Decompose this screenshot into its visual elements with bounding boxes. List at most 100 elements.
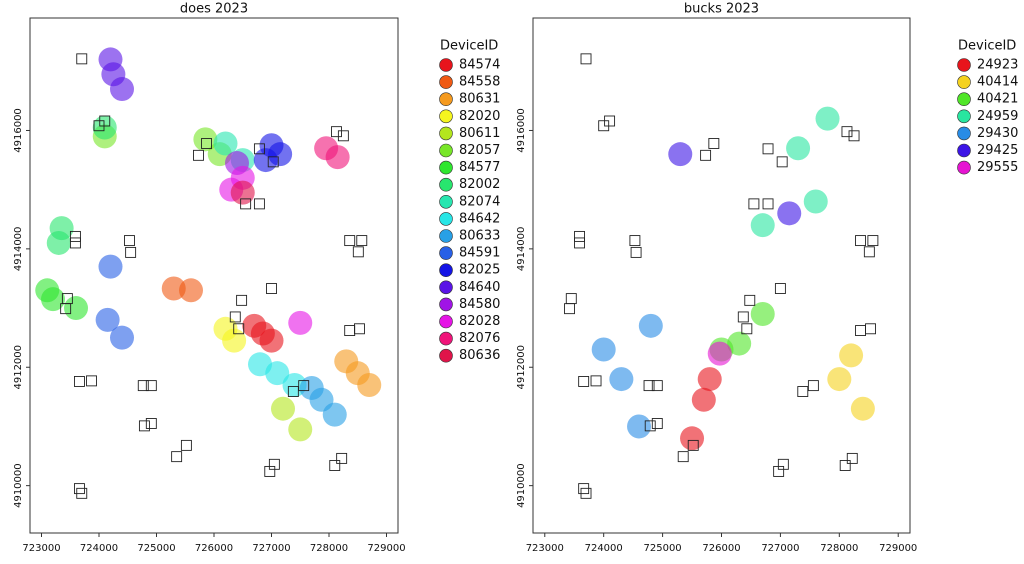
trap-marker xyxy=(777,458,789,470)
trap-marker xyxy=(863,246,875,258)
trap-marker xyxy=(737,311,749,323)
y-tick-label: 4912000 xyxy=(13,345,24,390)
x-tick-label: 729000 xyxy=(367,543,405,554)
legend-label: 80636 xyxy=(459,348,500,363)
trap-marker xyxy=(193,149,204,161)
location-point xyxy=(750,213,775,238)
legend-label: 84591 xyxy=(459,246,500,261)
legend-title: DeviceID xyxy=(440,39,498,54)
legend-label: 29430 xyxy=(977,126,1018,141)
legend-swatch xyxy=(439,195,453,209)
y-tick-label: 4914000 xyxy=(516,227,527,272)
chart-panel: bucks 2023 723000 724000 725000 726000 727000… xyxy=(516,2,1018,555)
location-point xyxy=(95,307,120,332)
legend-label: 82002 xyxy=(459,177,500,192)
location-point xyxy=(322,402,347,427)
legend-label: 84574 xyxy=(459,58,500,73)
trap-marker xyxy=(774,283,786,294)
legend-swatch xyxy=(439,92,453,106)
trap-marker xyxy=(590,375,602,387)
location-point xyxy=(230,180,255,205)
trap-marker xyxy=(99,115,111,127)
legend-label: 82076 xyxy=(459,331,500,346)
legend-label: 84642 xyxy=(459,211,500,226)
legend-label: 84558 xyxy=(459,75,500,90)
trap-marker xyxy=(337,130,349,142)
legend-label: 82025 xyxy=(459,263,500,278)
trap-marker xyxy=(797,386,809,397)
trap-marker xyxy=(677,451,689,463)
trap-marker xyxy=(69,230,81,242)
legend-swatch xyxy=(957,143,971,158)
location-point xyxy=(334,349,359,374)
location-point xyxy=(707,341,732,366)
trap-marker xyxy=(580,487,592,499)
trap-marker xyxy=(137,380,149,392)
trap-marker xyxy=(267,156,279,168)
trap-marker xyxy=(180,439,192,451)
x-tick-label: 727000 xyxy=(761,543,799,554)
location-point xyxy=(271,396,295,421)
location-point xyxy=(839,343,864,368)
trap-marker xyxy=(744,294,756,306)
location-point xyxy=(750,301,775,326)
x-tick-label: 726000 xyxy=(702,543,740,554)
trap-marker xyxy=(69,237,81,249)
trap-marker xyxy=(138,420,150,432)
x-tick-label: 724000 xyxy=(585,543,623,554)
trap-marker xyxy=(266,283,277,294)
legend-label: 24923 xyxy=(977,58,1018,73)
location-point xyxy=(259,328,284,353)
legend-swatch xyxy=(439,280,453,295)
trap-marker xyxy=(124,235,135,247)
plot-frame xyxy=(29,17,399,534)
location-point xyxy=(850,396,875,421)
trap-marker xyxy=(643,380,655,392)
trap-marker xyxy=(344,325,356,337)
trap-marker xyxy=(344,235,356,247)
legend-swatch xyxy=(439,297,453,312)
y-tick-label: 4912000 xyxy=(516,345,527,390)
x-tick-label: 723000 xyxy=(22,543,60,554)
trap-marker xyxy=(329,460,341,471)
x-tick-label: 729000 xyxy=(879,543,917,554)
trap-marker xyxy=(73,376,85,387)
location-point xyxy=(627,414,652,439)
location-point xyxy=(325,145,350,170)
location-point xyxy=(98,254,123,279)
y-tick-label: 4916000 xyxy=(516,108,527,153)
location-point xyxy=(92,115,117,140)
trap-marker xyxy=(687,439,699,451)
legend-swatch xyxy=(957,75,971,89)
trap-marker xyxy=(578,376,590,387)
trap-marker xyxy=(171,451,183,463)
chart-panel: does 2023 723000 724000 725000 726000 727000 7… xyxy=(13,2,500,555)
location-point xyxy=(591,337,616,362)
trap-marker xyxy=(762,198,774,210)
legend-label: 29425 xyxy=(977,143,1018,158)
trap-marker xyxy=(708,138,720,149)
trap-marker xyxy=(233,323,245,335)
y-tick-label: 4914000 xyxy=(13,227,24,272)
x-tick-label: 723000 xyxy=(526,543,564,554)
location-point xyxy=(777,201,802,226)
trap-marker xyxy=(574,230,585,242)
chart-title: does 2023 xyxy=(180,2,248,17)
trap-marker xyxy=(60,303,72,315)
trap-marker xyxy=(565,293,577,305)
legend-swatch xyxy=(957,58,971,72)
trap-marker xyxy=(651,418,663,429)
trap-marker xyxy=(762,143,774,155)
trap-marker xyxy=(846,452,858,464)
trap-marker xyxy=(201,138,212,149)
legend-swatch xyxy=(957,126,971,141)
trap-marker xyxy=(240,198,252,210)
legend-label: 84580 xyxy=(459,297,500,312)
location-point xyxy=(110,325,134,350)
x-tick-label: 726000 xyxy=(195,543,233,554)
legend-swatch xyxy=(439,143,453,158)
trap-marker xyxy=(298,380,310,392)
legend-label: 29555 xyxy=(977,160,1018,175)
trap-marker xyxy=(253,198,265,210)
